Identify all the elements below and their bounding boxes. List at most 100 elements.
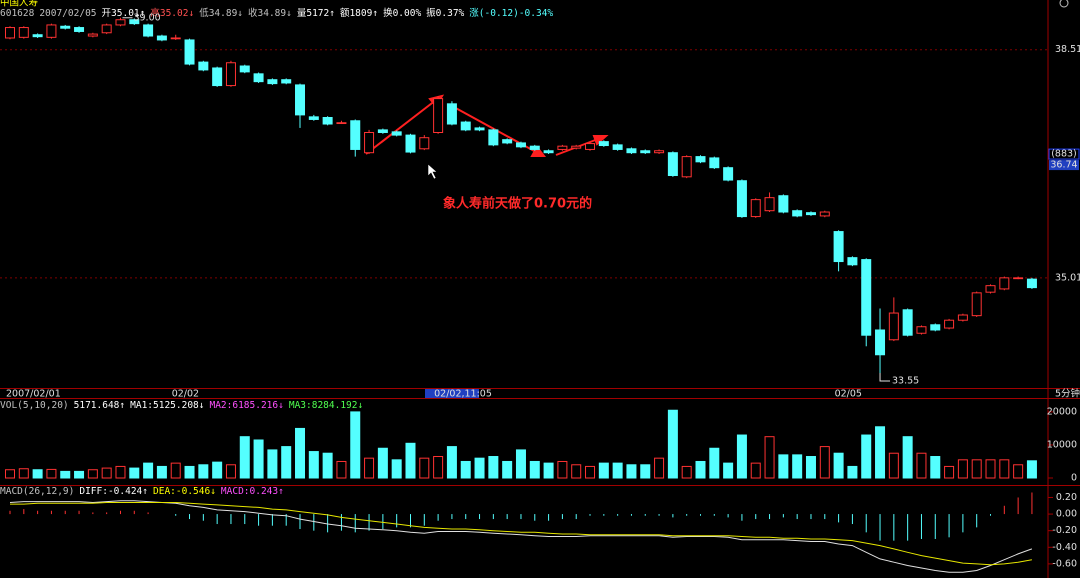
candle (5, 26, 15, 40)
volume-bar (1013, 464, 1024, 479)
candle-body (350, 120, 361, 150)
volume-bar (101, 467, 112, 479)
candle-body (916, 326, 927, 334)
candle (695, 155, 706, 164)
header-item: 5171.648↑ (74, 400, 125, 411)
x-tick-label: 02/02,11:05 (434, 389, 492, 400)
candle-body (446, 103, 457, 125)
candle (281, 78, 292, 85)
volume-bar (750, 462, 761, 479)
candle-body (46, 24, 57, 38)
candle (626, 147, 637, 155)
candle-body (87, 33, 98, 37)
header-item: VOL(5,10,20) (0, 400, 69, 411)
x-tick-label: 02/05 (835, 389, 862, 400)
candle (225, 60, 236, 87)
volume-bar (87, 469, 98, 479)
candle-body (847, 257, 858, 266)
candle (736, 179, 747, 218)
candle-body (819, 211, 830, 217)
candle (350, 119, 361, 157)
candle (667, 151, 678, 177)
candle (419, 135, 430, 151)
header-item: 量5172↑ (297, 8, 335, 19)
header-item: 收34.89↓ (248, 7, 292, 19)
candle-body (101, 24, 112, 34)
volume-bar (902, 436, 913, 479)
candle (957, 313, 968, 322)
volume-bar (184, 465, 195, 479)
candle (115, 17, 126, 27)
arrow-head (530, 145, 547, 157)
candle-body (225, 62, 236, 87)
candle (598, 140, 609, 147)
candle (612, 143, 623, 151)
candle-body (861, 259, 872, 336)
candle-body (709, 157, 720, 169)
candle-body (598, 141, 609, 147)
volume-bar (502, 460, 513, 479)
y-tick-label: 0.20 (1056, 492, 1077, 503)
candle-body (571, 145, 582, 149)
candle (253, 72, 264, 83)
corner-icon (1059, 0, 1069, 8)
candle (18, 26, 29, 39)
volume-bar (778, 454, 789, 479)
volume-bar (805, 456, 816, 479)
volume-bar (322, 452, 333, 479)
x-tick-label: 2007/02/01 (6, 389, 61, 400)
y-tick-label: 0.00 (1056, 509, 1077, 520)
candle (805, 211, 816, 216)
volume-bar (598, 462, 609, 479)
candle-body (391, 131, 402, 136)
volume-bar (5, 469, 15, 479)
candle-body (985, 285, 996, 293)
candle (267, 78, 278, 85)
candle-body (612, 144, 623, 150)
candle-body (405, 134, 416, 153)
volume-bar (654, 457, 665, 479)
candle (336, 120, 347, 125)
volume-bar (944, 465, 955, 479)
volume-bar (74, 470, 85, 479)
candle-body (778, 195, 789, 213)
volume-bar (916, 452, 927, 479)
candle (460, 120, 471, 132)
candle (1013, 276, 1024, 280)
candle-body (322, 117, 333, 125)
volume-bar (515, 449, 526, 479)
candle (198, 60, 209, 72)
volume-bar (571, 464, 582, 479)
candle (529, 144, 540, 151)
volume-bar (488, 456, 499, 479)
volume-bar (295, 427, 306, 479)
candle (571, 144, 582, 150)
candle-body (667, 152, 678, 177)
candle-body (267, 79, 278, 85)
candle-body (143, 24, 154, 37)
candle-body (515, 142, 526, 148)
header-item: MACD(26,12,9) (0, 486, 74, 497)
volume-bar (129, 467, 140, 479)
volume-bar (957, 459, 968, 479)
volume-bar (253, 439, 264, 479)
min-label: 33.55 (892, 376, 919, 387)
header-item: DEA:-0.546↓ (153, 486, 216, 497)
candle (681, 155, 692, 179)
candle-body (557, 145, 568, 150)
volume-bar (60, 470, 71, 479)
candle-body (488, 129, 499, 146)
volume-bar (267, 449, 278, 479)
y-tick-label: 35.01 (1055, 272, 1080, 283)
volume-bar (350, 411, 361, 479)
volume-bar (239, 436, 250, 479)
candle-body (930, 324, 941, 331)
volume-bar (971, 459, 982, 479)
candle-body (295, 84, 306, 116)
candle-body (529, 145, 540, 150)
candle (87, 32, 98, 38)
marker-label: (883) (1051, 149, 1077, 160)
candle-body (308, 116, 319, 120)
volume-bar (198, 464, 209, 479)
